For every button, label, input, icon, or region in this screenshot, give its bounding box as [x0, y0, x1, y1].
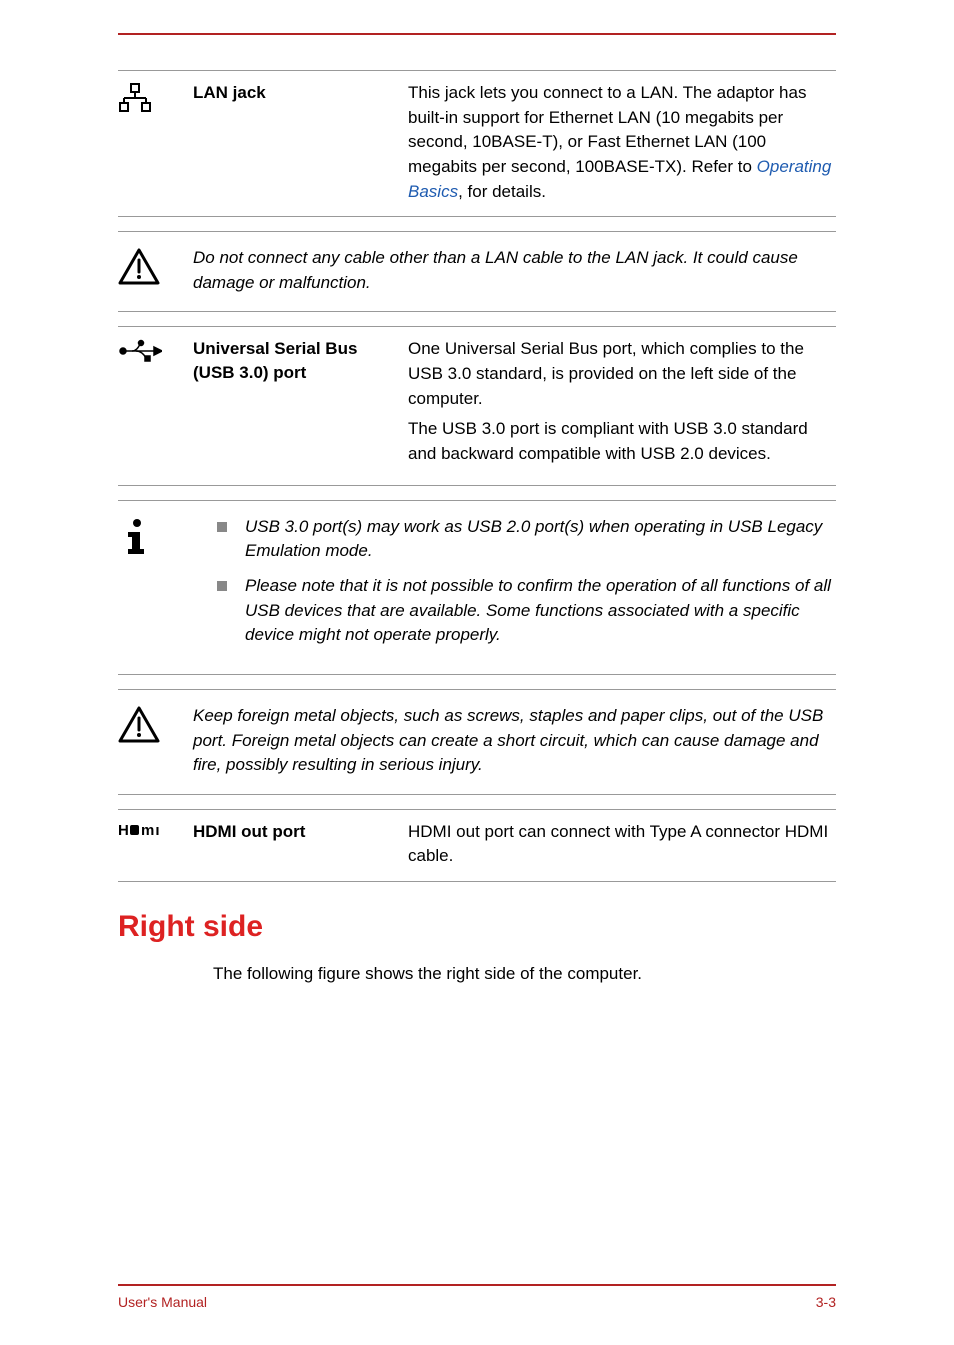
- port-table: LAN jack This jack lets you connect to a…: [118, 70, 836, 217]
- usb-row: Universal Serial Bus (USB 3.0) port One …: [118, 326, 836, 485]
- usb-icon: [118, 337, 193, 363]
- warning-callout-1: Do not connect any cable other than a LA…: [118, 231, 836, 312]
- lan-label: LAN jack: [193, 81, 408, 105]
- info-text-1: USB 3.0 port(s) may work as USB 2.0 port…: [245, 515, 836, 564]
- bullet-icon: [217, 581, 227, 591]
- footer-left: User's Manual: [118, 1294, 207, 1310]
- lan-desc-text2: , for details.: [458, 182, 546, 201]
- warning-1-text: Do not connect any cable other than a LA…: [193, 246, 836, 295]
- warning-callout-2: Keep foreign metal objects, such as scre…: [118, 689, 836, 795]
- right-side-heading: Right side: [118, 910, 836, 944]
- hdmi-label: HDMI out port: [193, 820, 408, 844]
- warning-2-text: Keep foreign metal objects, such as scre…: [193, 704, 836, 778]
- right-side-body: The following figure shows the right sid…: [213, 962, 836, 987]
- svg-text:H: H: [118, 822, 130, 838]
- lan-icon: [118, 81, 193, 113]
- footer-right: 3-3: [816, 1294, 836, 1310]
- bullet-icon: [217, 522, 227, 532]
- lan-desc: This jack lets you connect to a LAN. The…: [408, 81, 836, 204]
- hdmi-table: H mı HDMI out port HDMI out port can con…: [118, 809, 836, 882]
- lan-desc-text1: This jack lets you connect to a LAN. The…: [408, 83, 806, 176]
- info-icon: [118, 515, 193, 557]
- info-callout: USB 3.0 port(s) may work as USB 2.0 port…: [118, 500, 836, 675]
- hdmi-icon: H mı: [118, 820, 193, 838]
- svg-text:mı: mı: [141, 822, 161, 838]
- usb-desc-1: One Universal Serial Bus port, which com…: [408, 337, 836, 411]
- info-text-2: Please note that it is not possible to c…: [245, 574, 836, 648]
- footer: User's Manual 3-3: [118, 1284, 836, 1310]
- info-item-2: Please note that it is not possible to c…: [193, 574, 836, 648]
- lan-row: LAN jack This jack lets you connect to a…: [118, 70, 836, 217]
- main-content: LAN jack This jack lets you connect to a…: [118, 70, 836, 987]
- top-rule: [118, 33, 836, 35]
- usb-table: Universal Serial Bus (USB 3.0) port One …: [118, 326, 836, 485]
- usb-desc: One Universal Serial Bus port, which com…: [408, 337, 836, 472]
- hdmi-row: H mı HDMI out port HDMI out port can con…: [118, 809, 836, 882]
- usb-desc-2: The USB 3.0 port is compliant with USB 3…: [408, 417, 836, 466]
- hdmi-desc: HDMI out port can connect with Type A co…: [408, 820, 836, 869]
- info-item-1: USB 3.0 port(s) may work as USB 2.0 port…: [193, 515, 836, 564]
- warning-icon: [118, 246, 193, 286]
- warning-icon: [118, 704, 193, 744]
- info-body: USB 3.0 port(s) may work as USB 2.0 port…: [193, 515, 836, 658]
- usb-label: Universal Serial Bus (USB 3.0) port: [193, 337, 408, 385]
